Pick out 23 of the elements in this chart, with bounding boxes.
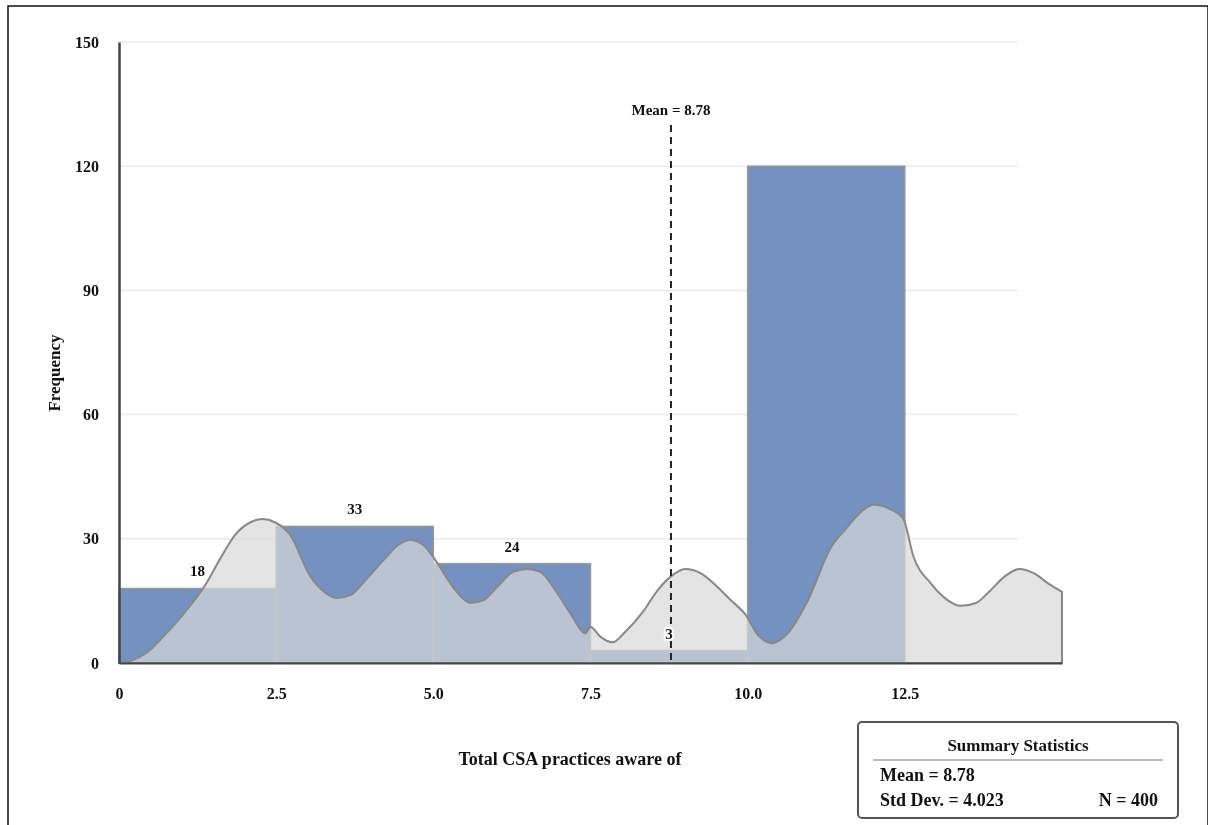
y-tick-label: 0 bbox=[91, 654, 99, 672]
y-tick-label: 90 bbox=[83, 282, 99, 300]
data-label: 33 bbox=[347, 501, 363, 518]
x-tick-label: 2.5 bbox=[266, 685, 287, 703]
y-tick-label: 30 bbox=[83, 530, 99, 548]
data-label: 3 bbox=[665, 625, 673, 642]
text: Std Dev. = 4.023 bbox=[880, 790, 1004, 810]
y-axis-title: Frequency bbox=[45, 333, 64, 412]
x-axis-title: Total CSA practices aware of bbox=[458, 749, 683, 769]
data-label: 18 bbox=[190, 563, 206, 580]
x-tick-label: 0 bbox=[115, 685, 124, 703]
ref-line-label: Mean = 8.78 bbox=[631, 102, 711, 118]
text: Mean = 8.78 bbox=[880, 765, 975, 785]
x-tick-label: 7.5 bbox=[581, 685, 601, 703]
x-tick-label: 12.5 bbox=[891, 685, 920, 703]
y-tick-label: 150 bbox=[75, 33, 99, 51]
y-tick-label: 120 bbox=[75, 157, 99, 175]
x-tick-label: 10.0 bbox=[734, 685, 763, 703]
text: N = 400 bbox=[1098, 790, 1158, 810]
data-label: 24 bbox=[504, 538, 520, 555]
y-tick-label: 60 bbox=[83, 406, 99, 424]
x-tick-label: 5.0 bbox=[423, 685, 444, 703]
text: Summary Statistics bbox=[947, 736, 1089, 755]
